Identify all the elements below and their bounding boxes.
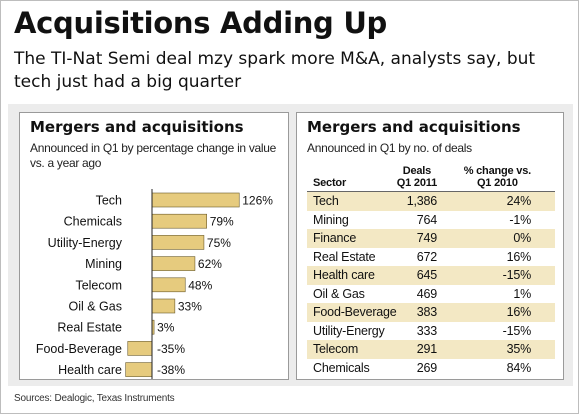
table-row: Finance 749 0% <box>307 229 555 248</box>
pct-change-cell: -15% <box>502 323 532 338</box>
deals-cell: 469 <box>416 286 437 301</box>
category-label: Mining <box>85 257 122 271</box>
category-label: Real Estate <box>57 321 122 335</box>
table-subtitle: Announced in Q1 by no. of deals <box>307 141 472 155</box>
table-row: Oil & Gas 469 1% <box>307 285 555 304</box>
value-label: 126% <box>242 194 273 208</box>
pct-change-cell: -15% <box>502 268 532 282</box>
page-title: Acquisitions Adding Up <box>14 6 388 40</box>
sector-cell: Food-Beverage <box>313 305 397 319</box>
category-label: Health care <box>58 363 122 377</box>
table-panel: Mergers and acquisitions Announced in Q1… <box>296 112 564 380</box>
table-row: Food-Beverage 383 16% <box>307 303 555 322</box>
table-body: Tech 1,386 24% Mining 764 -1% Finance 749 0% Real… <box>307 192 555 377</box>
page-subtitle: The TI-Nat Semi deal mzy spark more M&A,… <box>14 49 536 92</box>
sector-cell: Utility-Energy <box>313 323 385 338</box>
deals-cell: 269 <box>416 360 437 375</box>
bar-chart-title: Mergers and acquisitions <box>30 118 244 136</box>
deals-cell: 645 <box>416 268 437 282</box>
deals-cell: 333 <box>416 323 437 338</box>
bar <box>151 277 186 293</box>
category-label: Chemicals <box>64 215 122 229</box>
sector-cell: Chemicals <box>313 360 370 375</box>
deals-cell: 383 <box>416 305 437 319</box>
sector-cell: Finance <box>313 231 357 245</box>
sector-header: Sector <box>313 177 347 189</box>
value-label: 3% <box>157 321 175 335</box>
bar-chart: Tech 126% Chemicals 79% Utility-Energy 75% Min… <box>36 189 273 379</box>
sector-cell: Oil & Gas <box>313 286 365 301</box>
table-row: Mining 764 -1% <box>307 211 555 230</box>
bar <box>151 235 205 250</box>
sector-cell: Tech <box>313 194 339 208</box>
table-row: Tech 1,386 24% <box>307 192 555 211</box>
category-label: Tech <box>96 194 122 208</box>
pct-change-cell: -1% <box>509 212 531 227</box>
bar <box>151 298 176 314</box>
bar-chart-panel: Mergers and acquisitions Announced in Q1… <box>19 112 289 380</box>
deals-header: Deals Q1 2011 <box>396 165 437 189</box>
deals-cell: 749 <box>416 231 437 245</box>
bar-chart-subtitle: Announced in Q1 by percentage change in … <box>30 141 277 170</box>
table-row: Real Estate 672 16% <box>307 248 555 267</box>
category-label: Oil & Gas <box>69 300 123 314</box>
category-label: Utility-Energy <box>48 236 123 250</box>
table-row: Utility-Energy 333 -15% <box>307 322 555 341</box>
pct-change-cell: 84% <box>506 360 532 375</box>
pct-change-cell: 16% <box>506 305 532 319</box>
pct-change-cell: 24% <box>506 194 532 208</box>
deals-cell: 672 <box>416 249 437 264</box>
value-label: -38% <box>157 363 185 377</box>
category-label: Food-Beverage <box>36 342 122 356</box>
value-label: 75% <box>207 236 231 250</box>
bar <box>127 341 153 356</box>
table-title: Mergers and acquisitions <box>307 118 521 136</box>
deals-table: Sector Deals Q1 2011 % change vs. Q1 2010 Te… <box>307 161 555 377</box>
bar <box>151 213 207 229</box>
source-note: Sources: Dealogic, Texas Instruments <box>14 393 175 404</box>
table-row: Telecom 291 35% <box>307 340 555 359</box>
deals-cell: 764 <box>416 212 437 227</box>
value-label: 62% <box>198 257 222 271</box>
table-row: Health care 645 -15% <box>307 266 555 285</box>
sector-cell: Mining <box>313 212 349 227</box>
table-row: Chemicals 269 84% <box>307 359 555 378</box>
table-header: Sector Deals Q1 2011 % change vs. Q1 2010 <box>307 161 555 192</box>
value-label: -35% <box>157 342 185 356</box>
pct-header: % change vs. Q1 2010 <box>463 165 531 189</box>
deals-cell: 291 <box>416 342 437 356</box>
category-label: Telecom <box>75 278 122 292</box>
deals-cell: 1,386 <box>406 194 437 208</box>
value-label: 79% <box>210 215 234 229</box>
pct-change-cell: 16% <box>506 249 532 264</box>
value-label: 33% <box>178 300 202 314</box>
bar <box>151 192 240 208</box>
sector-cell: Telecom <box>313 342 359 356</box>
sector-cell: Real Estate <box>313 249 376 264</box>
bar <box>151 256 196 271</box>
pct-change-cell: 1% <box>513 286 531 301</box>
pct-change-cell: 35% <box>506 342 532 356</box>
pct-change-cell: 0% <box>513 231 531 245</box>
value-label: 48% <box>188 278 212 292</box>
sector-cell: Health care <box>313 268 375 282</box>
bar <box>125 362 153 377</box>
